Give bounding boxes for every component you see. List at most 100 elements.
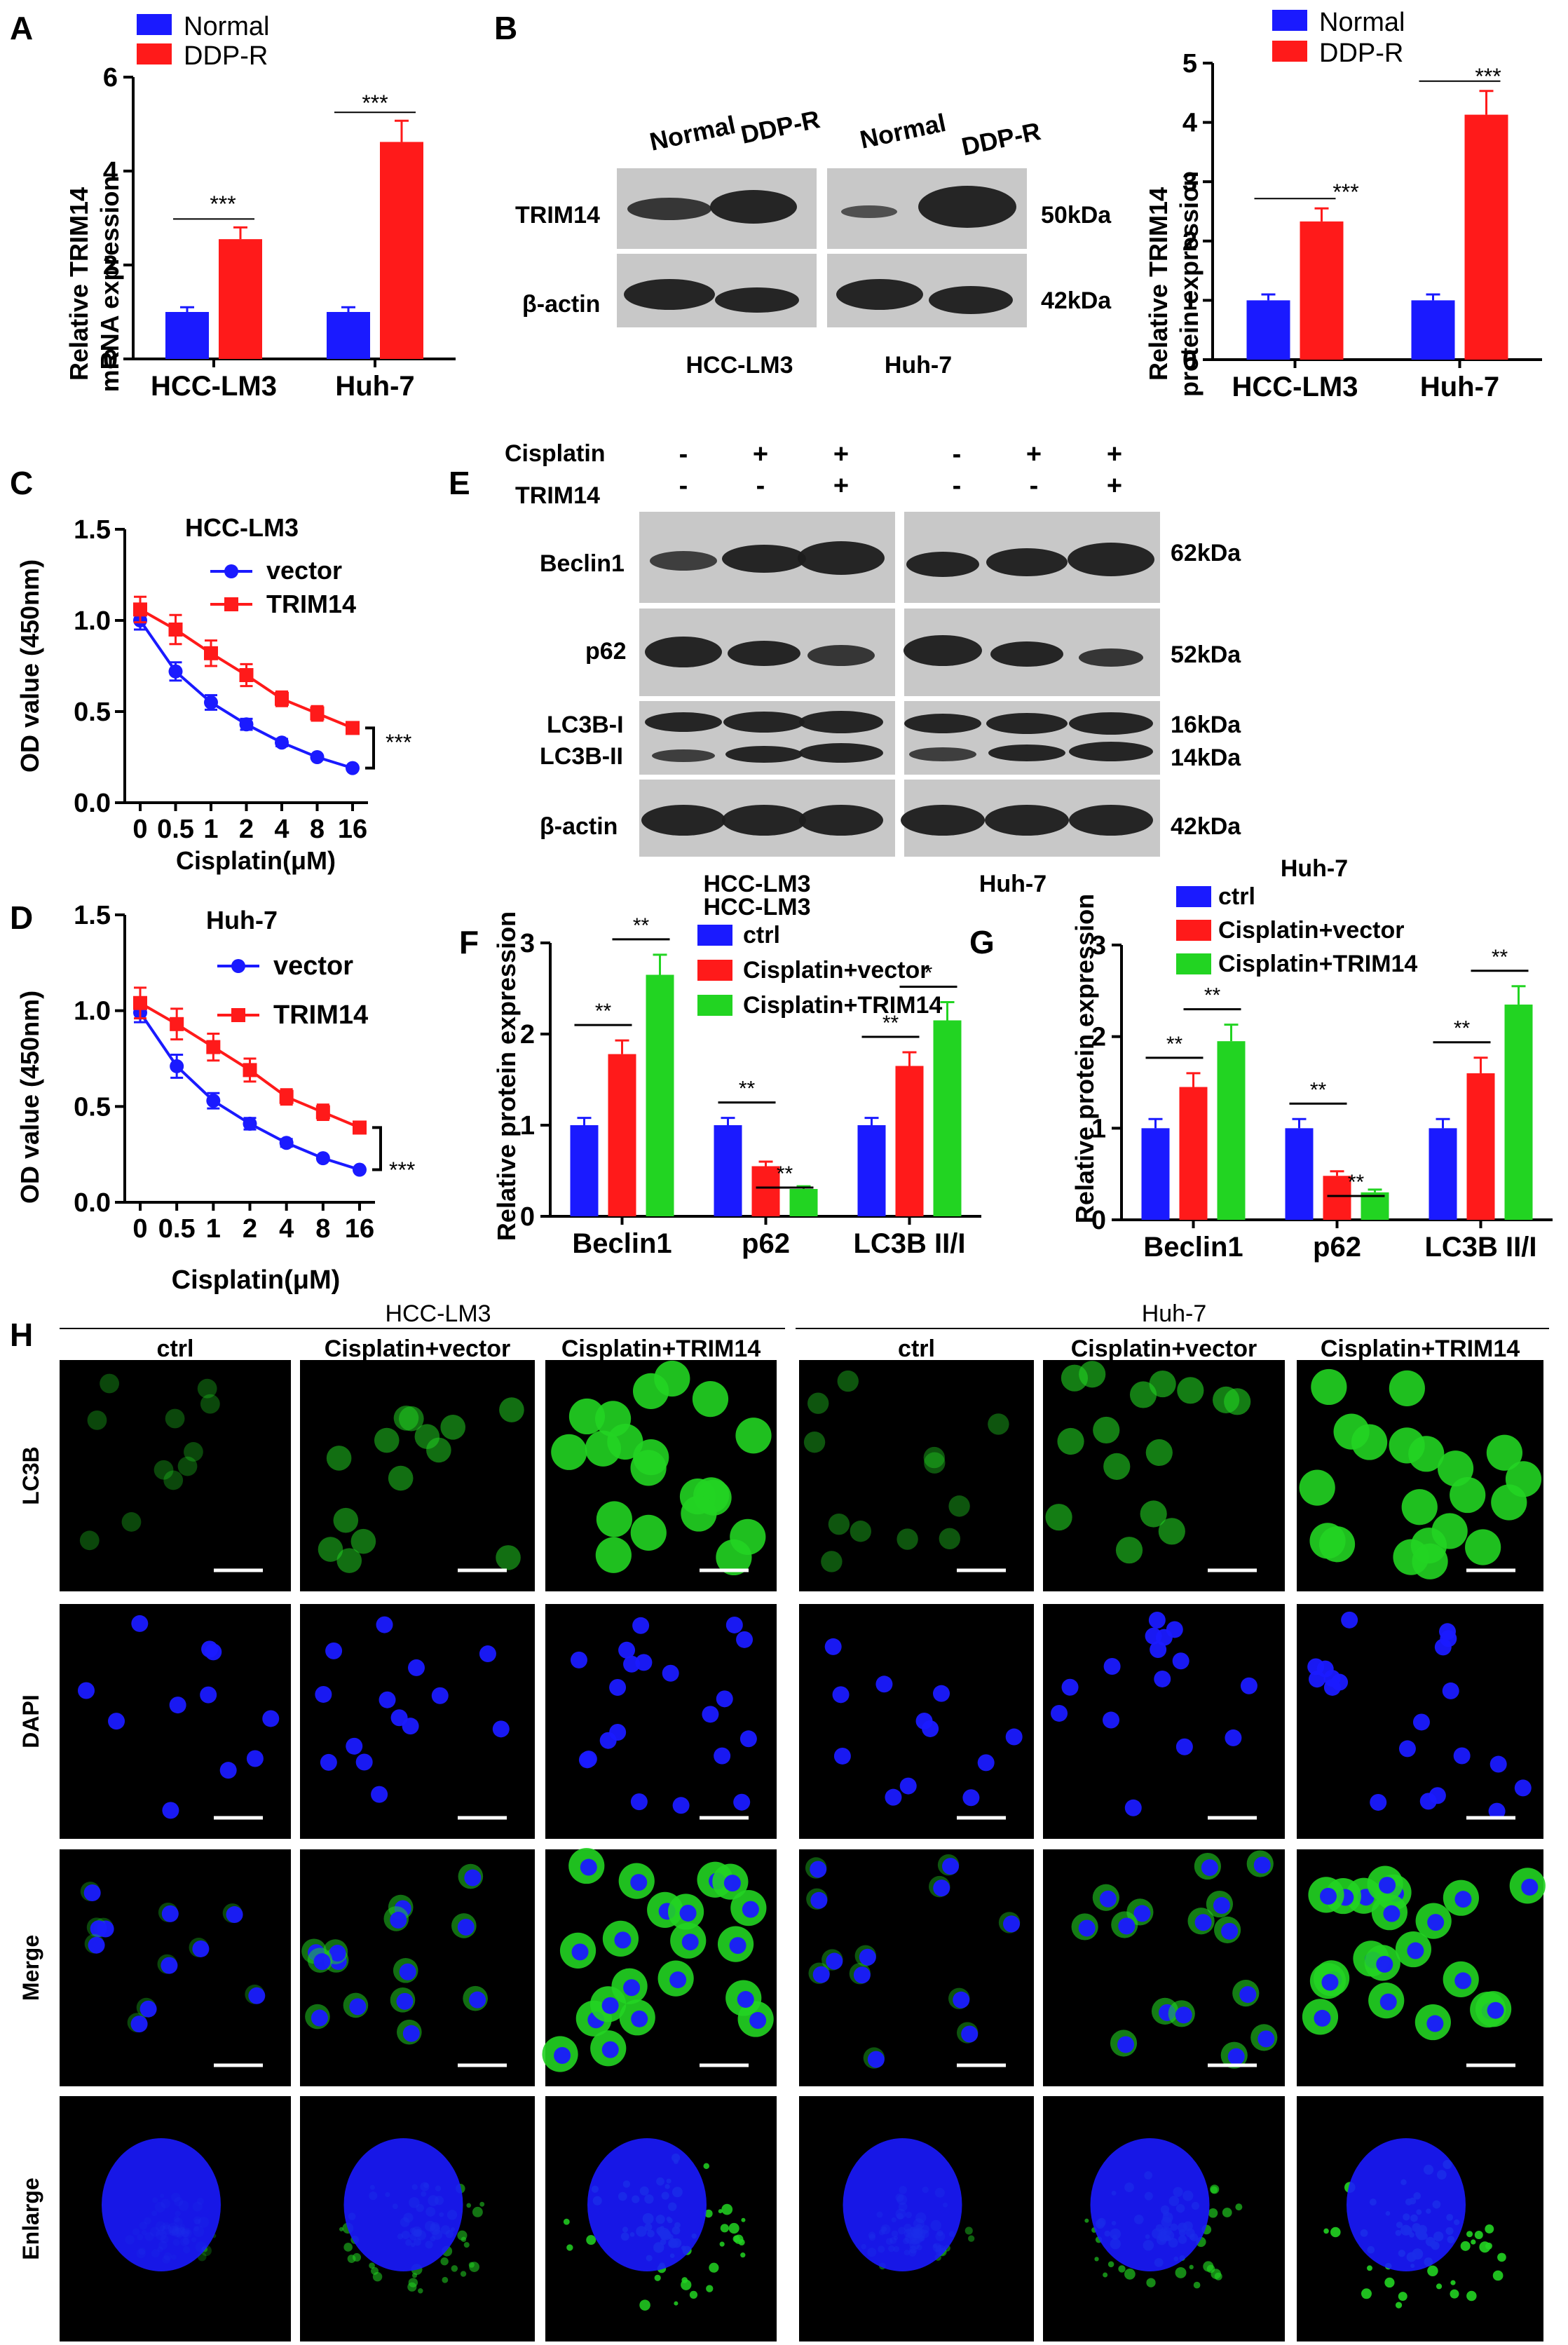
lc3b-puncta <box>1466 2231 1473 2238</box>
lc3b-signal <box>1140 1500 1167 1528</box>
lc3b-puncta <box>469 2262 479 2272</box>
treat-sign: + <box>1107 440 1122 469</box>
lc3b-signal <box>440 1415 466 1440</box>
nucleus <box>1321 1973 1339 1991</box>
nucleus <box>824 1638 842 1655</box>
x-tick-label: 4 <box>274 815 289 844</box>
nucleus <box>1320 1887 1337 1905</box>
lc3b-signal <box>803 1431 826 1453</box>
nucleus <box>1155 1629 1173 1646</box>
lc3b-signal <box>1412 1543 1448 1579</box>
nucleus <box>1514 1779 1532 1797</box>
panel-d-chart: Huh-7 OD value (450nm) vector TRIM14 0.0… <box>15 901 415 1295</box>
blot-band <box>929 286 1013 314</box>
nucleus <box>1412 1713 1430 1731</box>
data-point <box>239 717 254 732</box>
x-tick-label: 2 <box>243 1214 257 1244</box>
legend-label: Cisplatin+TRIM14 <box>743 992 942 1019</box>
series-line <box>139 1012 360 1171</box>
bar <box>751 1166 780 1216</box>
nucleus <box>1133 1905 1151 1922</box>
lc3b-puncta <box>654 2274 661 2281</box>
lc3b-signal <box>1103 1453 1131 1480</box>
nucleus <box>1172 1652 1189 1670</box>
lane-label: Normal <box>857 108 948 154</box>
nucleus <box>1442 1682 1459 1699</box>
nucleus <box>371 1786 388 1803</box>
x-tick-label: 1 <box>206 1214 221 1244</box>
x-tick-label: 0 <box>132 815 147 844</box>
lc3b-puncta <box>964 2227 973 2235</box>
blot-band <box>909 747 976 761</box>
nucleus <box>311 2009 328 2027</box>
lc3b-puncta <box>1395 2302 1403 2309</box>
data-point <box>315 1151 330 1166</box>
bar <box>1323 1176 1351 1220</box>
panel-g-chart: Huh-7 Relative protein expression ctrl C… <box>1070 855 1553 1263</box>
lc3b-puncta <box>1124 2269 1136 2280</box>
lc3b-signal <box>1299 1469 1335 1506</box>
nucleus <box>736 1631 754 1648</box>
row-label: LC3B <box>18 1446 43 1505</box>
nucleus <box>313 1953 331 1971</box>
sig-label: *** <box>210 191 236 217</box>
nucleus <box>739 1730 757 1748</box>
treat-sign: + <box>753 440 768 469</box>
blot-band <box>1079 648 1143 667</box>
data-point <box>279 1089 294 1104</box>
treat-sign: + <box>1026 440 1042 469</box>
bar <box>1217 1041 1246 1220</box>
nucleus <box>431 1687 449 1704</box>
blot-band <box>799 805 883 836</box>
nucleus <box>580 1751 597 1768</box>
nucleus <box>1240 1677 1257 1694</box>
lc3b-signal <box>1437 1450 1474 1487</box>
nucleus <box>580 1858 597 1876</box>
lc3b-puncta <box>347 2255 356 2263</box>
nucleus <box>899 1777 917 1795</box>
lc3b-signal <box>807 1392 829 1414</box>
bar <box>1300 221 1344 360</box>
nucleus <box>408 1659 425 1676</box>
bar <box>857 1125 886 1216</box>
nucleus <box>1434 1638 1452 1656</box>
micrograph-tile <box>60 1604 291 1839</box>
legend-swatch <box>697 960 732 981</box>
y-tick-label: 2 <box>103 251 118 280</box>
lc3b-signal <box>551 1434 587 1470</box>
lc3b-puncta <box>689 2290 698 2299</box>
panel-a-ylabel-2: mRNA expression <box>95 176 124 393</box>
legend-label-vector: vector <box>266 556 342 585</box>
column-label: Cisplatin+TRIM14 <box>1321 1335 1520 1362</box>
legend-label-ddpr: DDP-R <box>184 41 268 71</box>
lc3b-signal <box>633 1439 669 1476</box>
panel-b-ylabel-2: protein expression <box>1175 171 1204 397</box>
legend-swatch-normal <box>1272 10 1307 31</box>
nucleus <box>885 1788 902 1806</box>
y-tick-label: 0.5 <box>74 1092 111 1122</box>
sig-label: * <box>925 962 933 985</box>
data-point <box>315 1105 330 1120</box>
lc3b-signal <box>821 1551 843 1572</box>
nucleus <box>810 1891 828 1909</box>
nucleus <box>469 1991 486 2008</box>
x-tick-label: 16 <box>338 815 367 844</box>
nucleus <box>492 1720 510 1738</box>
treat-sign: - <box>953 471 962 501</box>
lc3b-puncta <box>1398 2292 1407 2302</box>
lc3b-signal <box>197 1378 217 1399</box>
lc3b-signal <box>654 1360 690 1397</box>
bar <box>570 1125 599 1216</box>
legend-label: Cisplatin+vector <box>1218 917 1404 944</box>
blot-row-label: LC3B-I <box>547 712 624 738</box>
nucleus <box>632 1617 650 1634</box>
lc3b-puncta <box>442 2276 449 2283</box>
panel-f-ylabel: Relative protein expression <box>492 911 521 1241</box>
lc3b-signal <box>333 1507 359 1533</box>
lc3b-puncta <box>1189 2264 1194 2270</box>
lc3b-signal <box>1333 1413 1370 1450</box>
lc3b-signal <box>496 1545 521 1570</box>
blot-band <box>722 545 806 573</box>
lc3b-signal <box>426 1437 451 1463</box>
data-point <box>310 706 325 721</box>
